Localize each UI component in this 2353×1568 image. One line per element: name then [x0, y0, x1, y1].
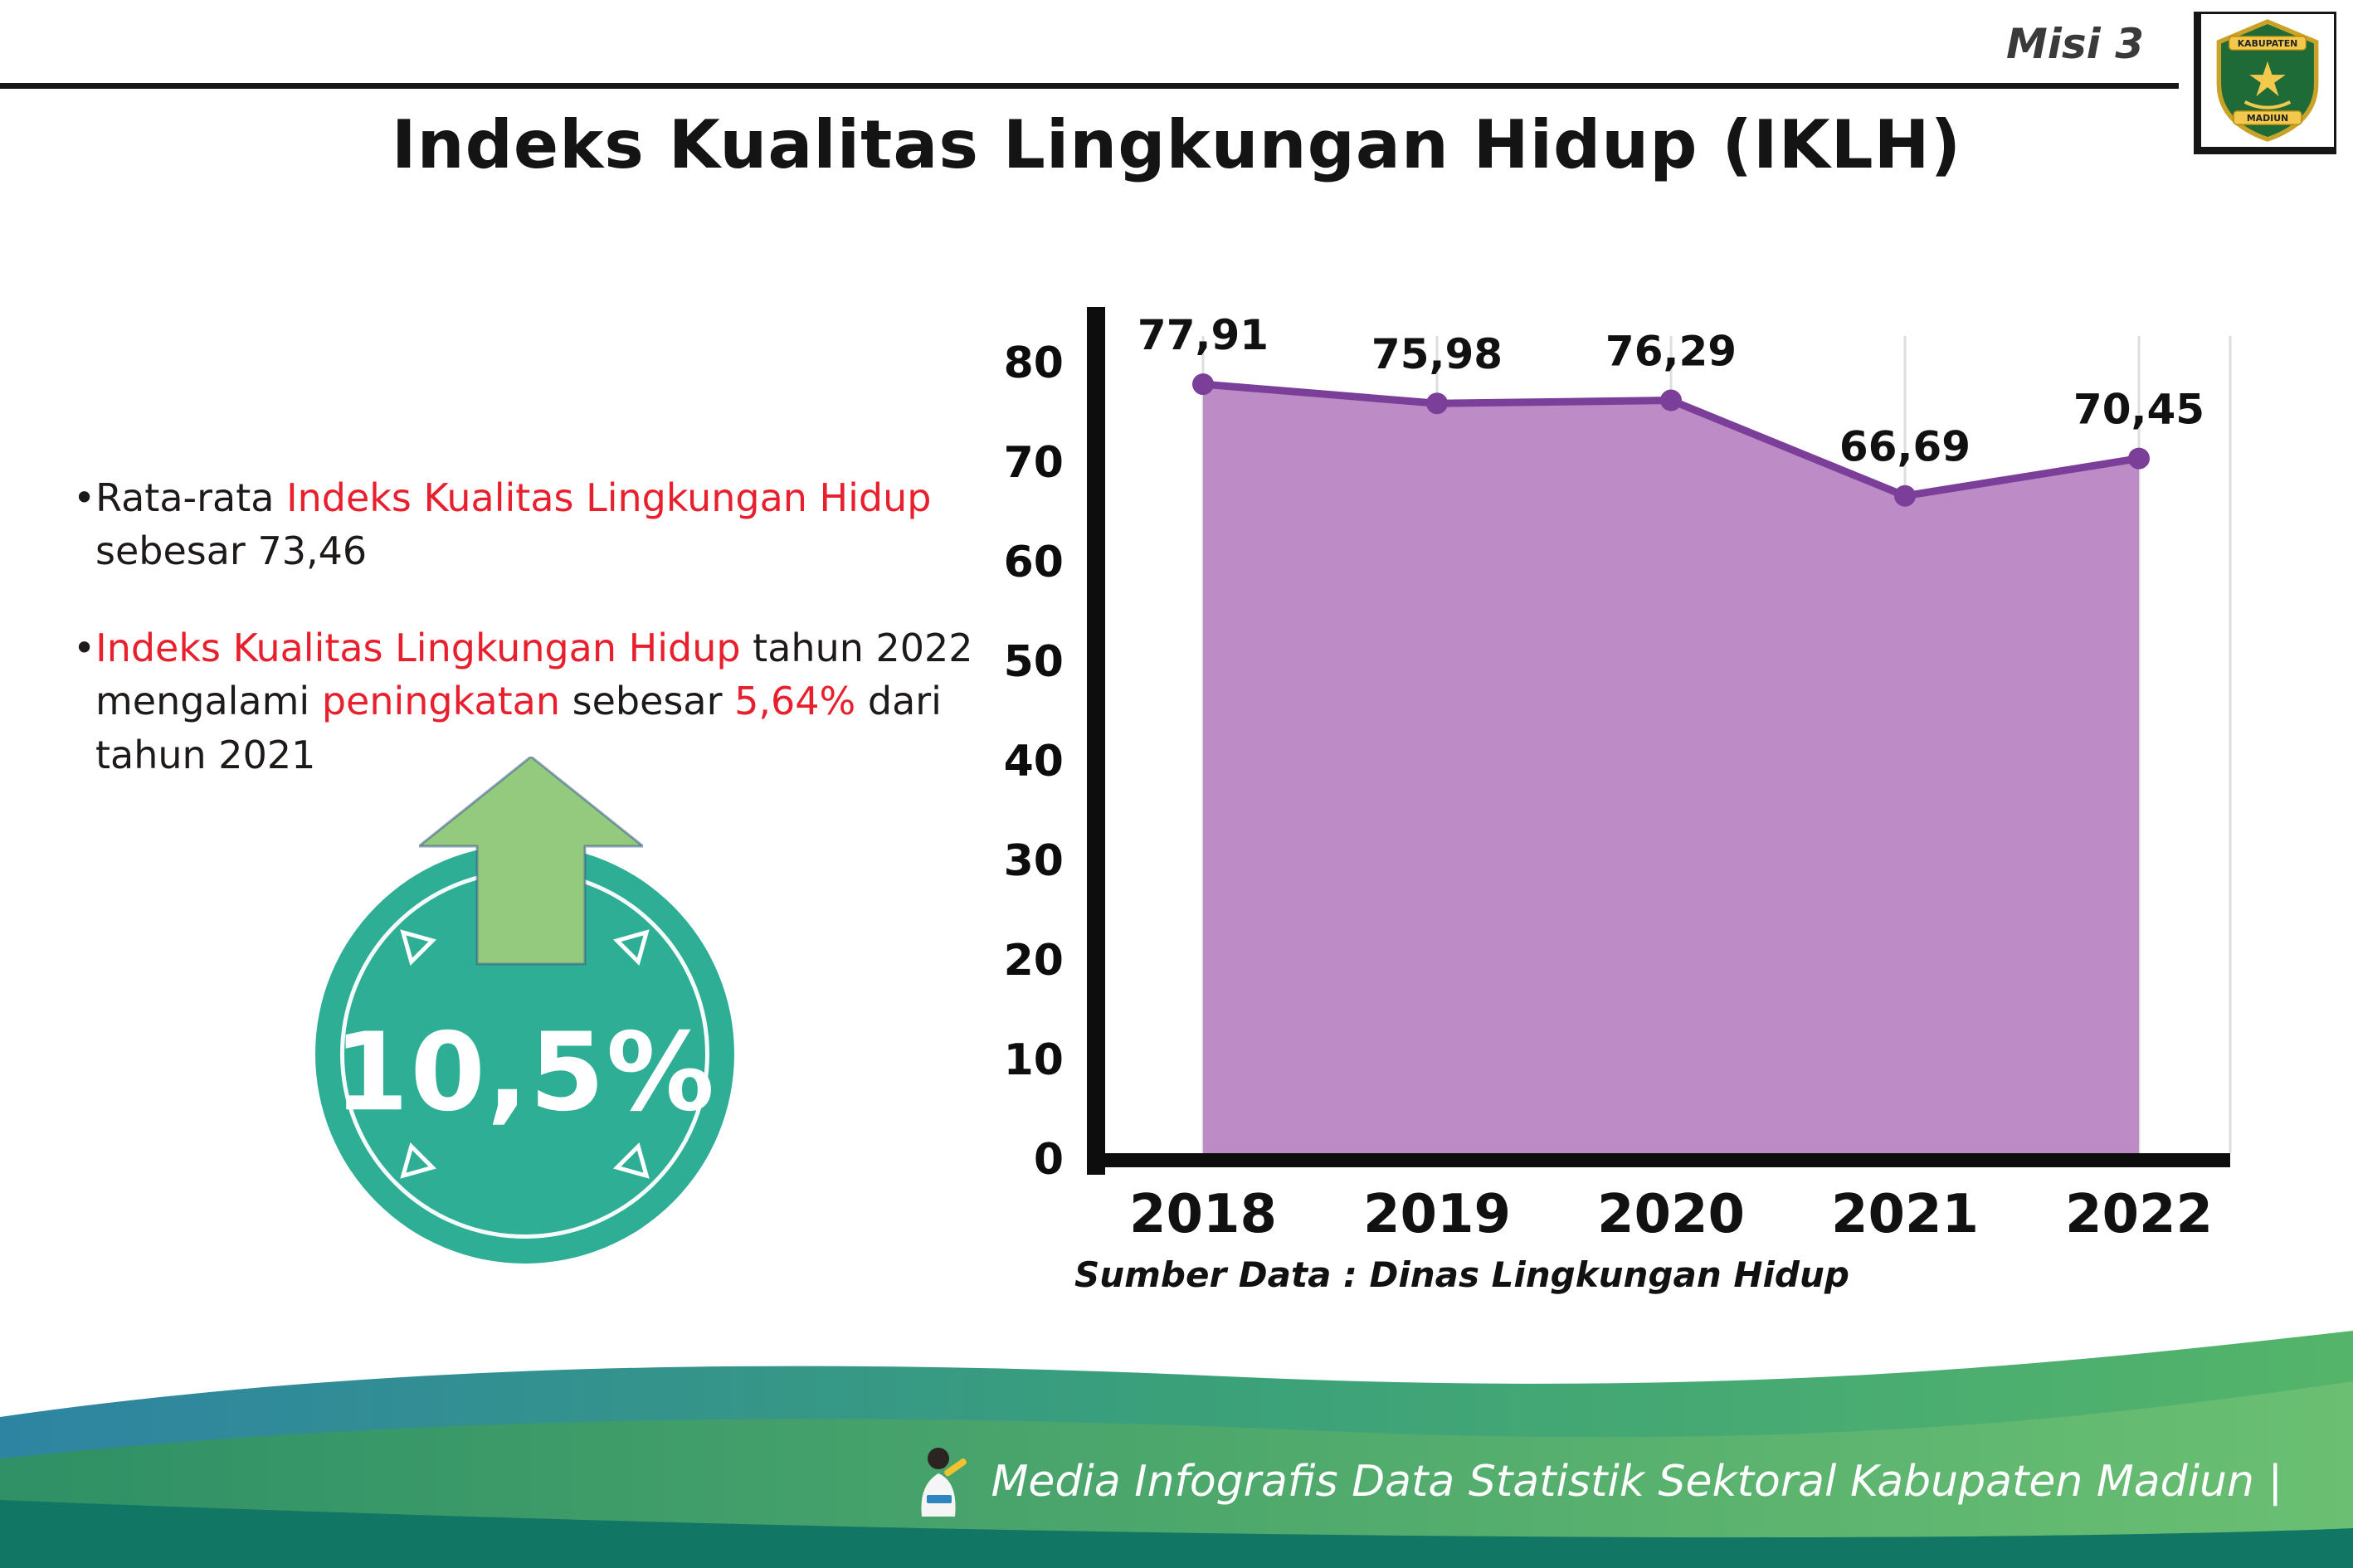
- bullet-text-segment: peningkatan: [321, 679, 561, 724]
- y-tick-label: 70: [1004, 438, 1064, 488]
- x-tick-label: 2022: [2065, 1184, 2213, 1245]
- badge-tick-marks: [400, 929, 650, 1179]
- y-tick-label: 60: [1004, 538, 1064, 587]
- y-tick-label: 20: [1004, 936, 1064, 986]
- logo-top-text: KABUPATEN: [2238, 38, 2298, 49]
- bullet-dot: •: [73, 625, 96, 670]
- header-divider: [0, 83, 2179, 89]
- data-point: [1426, 392, 1448, 415]
- bullet-text-segment: Indeks Kualitas Lingkungan Hidup: [286, 475, 932, 520]
- x-tick-label: 2021: [1831, 1184, 1979, 1245]
- area-shape: [1203, 384, 2139, 1160]
- y-tick-label: 0: [1034, 1135, 1064, 1185]
- footer-text: Media Infografis Data Statistik Sektoral…: [991, 1457, 2282, 1507]
- y-tick-label: 10: [1004, 1035, 1064, 1085]
- data-point: [2128, 447, 2150, 470]
- y-tick-label: 80: [1004, 338, 1064, 388]
- x-tick-label: 2019: [1363, 1184, 1511, 1245]
- chart-source: Sumber Data : Dinas Lingkungan Hidup: [1074, 1254, 1849, 1295]
- percentage-badge: 10,5%: [315, 845, 734, 1264]
- x-axis-bar: [1087, 1153, 2230, 1167]
- data-label: 76,29: [1605, 328, 1737, 376]
- bullet-text-segment: tahun 2022 mengalami: [95, 625, 973, 724]
- data-point: [1894, 485, 1916, 507]
- data-label: 77,91: [1138, 311, 1269, 359]
- bullet-text-segment: sebesar: [560, 679, 735, 724]
- bullet-item: •Indeks Kualitas Lingkungan Hidup tahun …: [73, 621, 1002, 782]
- bullet-list: •Rata-rata Indeks Kualitas Lingkungan Hi…: [73, 471, 1002, 825]
- bullet-dot: •: [73, 475, 96, 520]
- page-title: Indeks Kualitas Lingkungan Hidup (IKLH): [391, 106, 1962, 183]
- bullet-text-segment: dari tahun 2021: [95, 679, 942, 777]
- chart-canvas: 77,91 75,98 76,29 66,69 70,45 0 10 20 30 40 50 60 70…: [1004, 307, 2232, 1245]
- x-tick-label: 2020: [1597, 1184, 1745, 1245]
- bullet-text-segment: Rata-rata: [95, 475, 287, 520]
- y-tick-label: 50: [1004, 637, 1064, 687]
- increase-arrow-icon: [415, 755, 647, 969]
- mascot-icon: [920, 1448, 967, 1517]
- kabupaten-madiun-logo: KABUPATEN MADIUN: [2194, 12, 2336, 154]
- footer-waves: [0, 1331, 2353, 1568]
- badge-value: 10,5%: [333, 1008, 716, 1135]
- iklh-area-chart: 77,91 75,98 76,29 66,69 70,45 0 10 20 30 40 50 60 70…: [1004, 286, 2248, 1256]
- data-label: 75,98: [1371, 330, 1503, 378]
- footer: Media Infografis Data Statistik Sektoral…: [0, 1319, 2353, 1568]
- bullet-text-segment: sebesar 73,46: [95, 528, 368, 574]
- bullet-item: •Rata-rata Indeks Kualitas Lingkungan Hi…: [73, 471, 1002, 578]
- data-label: 70,45: [2073, 386, 2204, 434]
- y-tick-label: 30: [1004, 836, 1064, 886]
- logo-bottom-text: MADIUN: [2247, 113, 2288, 124]
- footer-caption: Media Infografis Data Statistik Sektoral…: [910, 1444, 2282, 1520]
- data-point: [1192, 373, 1214, 396]
- misi-label: Misi 3: [2006, 20, 2144, 68]
- data-point: [1660, 389, 1682, 411]
- y-tick-label: 40: [1004, 737, 1064, 786]
- y-axis-bar: [1087, 307, 1105, 1175]
- x-tick-label: 2018: [1129, 1184, 1277, 1245]
- data-label: 66,69: [1839, 423, 1971, 471]
- shield-emblem-icon: KABUPATEN MADIUN: [2216, 19, 2319, 142]
- bullet-text-segment: 5,64%: [734, 679, 856, 724]
- bullet-text-segment: Indeks Kualitas Lingkungan Hidup: [95, 625, 741, 670]
